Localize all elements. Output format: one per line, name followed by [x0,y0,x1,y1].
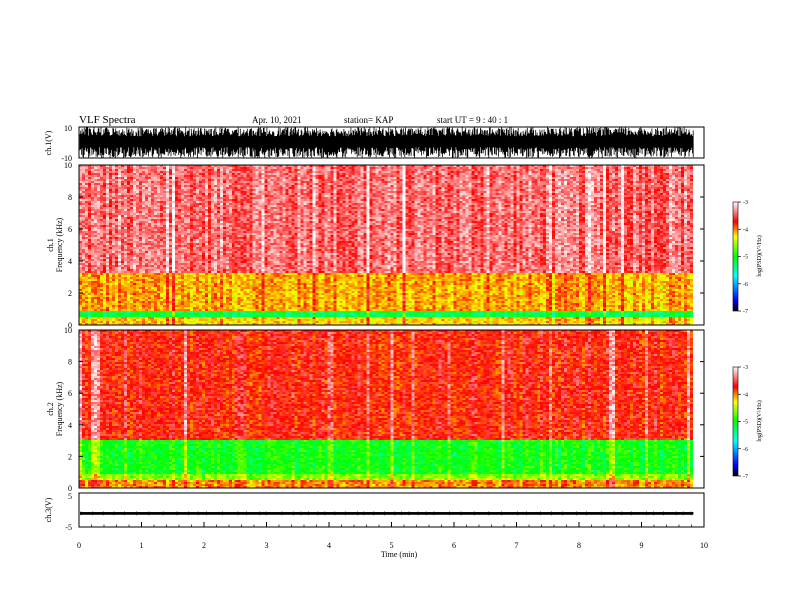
time-tick-label: 10 [700,541,708,550]
figure-title: VLF Spectra [79,114,136,126]
ch3-ytick-bottom: -5 [65,523,72,532]
ch1-waveform-trace [79,127,694,158]
start-time-label: start UT = 9 : 40 : 1 [437,115,508,125]
colorbar-tick-label: -5 [743,420,748,426]
time-axis-label: Time (min) [381,550,418,559]
frequency-tick-label: 10 [64,326,72,335]
ch1-waveform-ylabel: ch.1(V) [44,130,53,155]
ch2-colorbar-label: log(PSD)(V²/Hz) [756,400,763,441]
frequency-tick-label: 10 [64,161,72,170]
colorbar-tick-label: -6 [743,447,748,453]
ch1-colorbar-label: log(PSD)(V²/Hz) [756,235,763,276]
frequency-tick-label: 4 [68,257,72,266]
time-tick-label: 2 [202,541,206,550]
ch1-spectrogram-ylabel-channel: ch.1 [46,238,55,252]
colorbar-tick-label: -6 [743,282,748,288]
colorbar-tick-label: -4 [743,227,748,233]
frequency-tick-label: 0 [68,484,72,493]
ch1-spectrogram-image [79,165,693,325]
ch1-waveform-path [79,127,694,158]
time-tick-label: 1 [140,541,144,550]
ch1-spectrogram-ylabel-frequency: Frequency (kHz) [55,217,64,272]
ch2-spectrogram-frame [78,329,705,489]
time-tick-label: 8 [577,541,581,550]
ch3-waveform-ylabel: ch.3(V) [44,497,53,522]
ch2-colorbar-gradient [732,366,739,477]
ch3-waveform-frame [78,492,705,528]
colorbar-tick-label: -7 [743,474,748,480]
ch3-waveform-spikes [80,511,692,516]
ch2-spectrogram-ylabel-frequency: Frequency (kHz) [55,381,64,436]
time-tick-label: 4 [327,541,331,550]
ch1-ytick-top: 10 [64,124,72,133]
frequency-tick-label: 8 [68,358,72,367]
colorbar-tick-label: -3 [743,200,748,206]
ch2-spectrogram-ylabel-channel: ch.2 [46,402,55,416]
ch2-frequency-ticks: 0 2 4 6 8 10 [64,326,704,493]
ch1-waveform-frame [78,126,705,159]
frequency-tick-label: 2 [68,289,72,298]
ch2-colorbar: -3 -4 -5 -6 -7 log(PSD)(V²/Hz) [732,365,763,480]
ch2-spectrogram-image [79,330,693,488]
ch1-colorbar-gradient [732,201,739,312]
station-label: station= KAP [344,115,393,125]
colorbar-tick-label: -5 [743,255,748,261]
time-tick-label: 0 [77,541,81,550]
ch3-waveform-band [80,512,694,515]
time-tick-label: 9 [640,541,644,550]
spectrogram-raster [79,165,693,325]
frequency-tick-label: 6 [68,225,72,234]
frequency-tick-label: 6 [68,389,72,398]
ch1-colorbar-ticks: -3 -4 -5 -6 -7 [738,200,748,315]
ch1-colorbar: -3 -4 -5 -6 -7 log(PSD)(V²/Hz) [732,200,763,315]
frequency-tick-label: 0 [68,321,72,330]
time-tick-label: 3 [265,541,269,550]
frequency-tick-label: 4 [68,421,72,430]
ch1-ytick-bottom: -10 [61,154,72,163]
colorbar-tick-label: -7 [743,309,748,315]
frequency-tick-label: 8 [68,193,72,202]
colorbar-tick-label: -3 [743,365,748,371]
ch1-spectrogram-frame [78,164,705,326]
ch1-spectrogram-panel: 0 2 4 6 8 10 ch.1 Frequency (kHz) [46,161,705,330]
ch3-waveform-panel: 5 -5 ch.3(V) [44,492,705,532]
ch1-frequency-ticks: 0 2 4 6 8 10 [64,161,704,330]
spectrogram-raster [79,330,693,488]
ch2-colorbar-ticks: -3 -4 -5 -6 -7 [738,365,748,480]
ch2-spectrogram-panel: 0 2 4 6 8 10 ch.2 Frequency (kHz) [46,326,705,493]
ch3-ytick-top: 5 [68,492,72,501]
ch1-waveform-panel: 10 -10 ch.1(V) [44,124,705,163]
time-tick-label: 6 [452,541,456,550]
time-tick-label: 5 [390,541,394,550]
ch3-waveform-trace [80,511,694,516]
time-tick-label: 7 [515,541,519,550]
colorbar-tick-label: -4 [743,392,748,398]
frequency-tick-label: 2 [68,452,72,461]
time-axis: 0 1 2 3 4 5 6 7 8 9 10 [77,522,708,550]
date-label: Apr. 10, 2021 [252,115,302,125]
